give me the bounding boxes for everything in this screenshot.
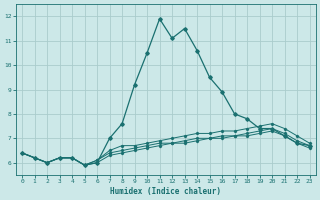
X-axis label: Humidex (Indice chaleur): Humidex (Indice chaleur) (110, 187, 221, 196)
